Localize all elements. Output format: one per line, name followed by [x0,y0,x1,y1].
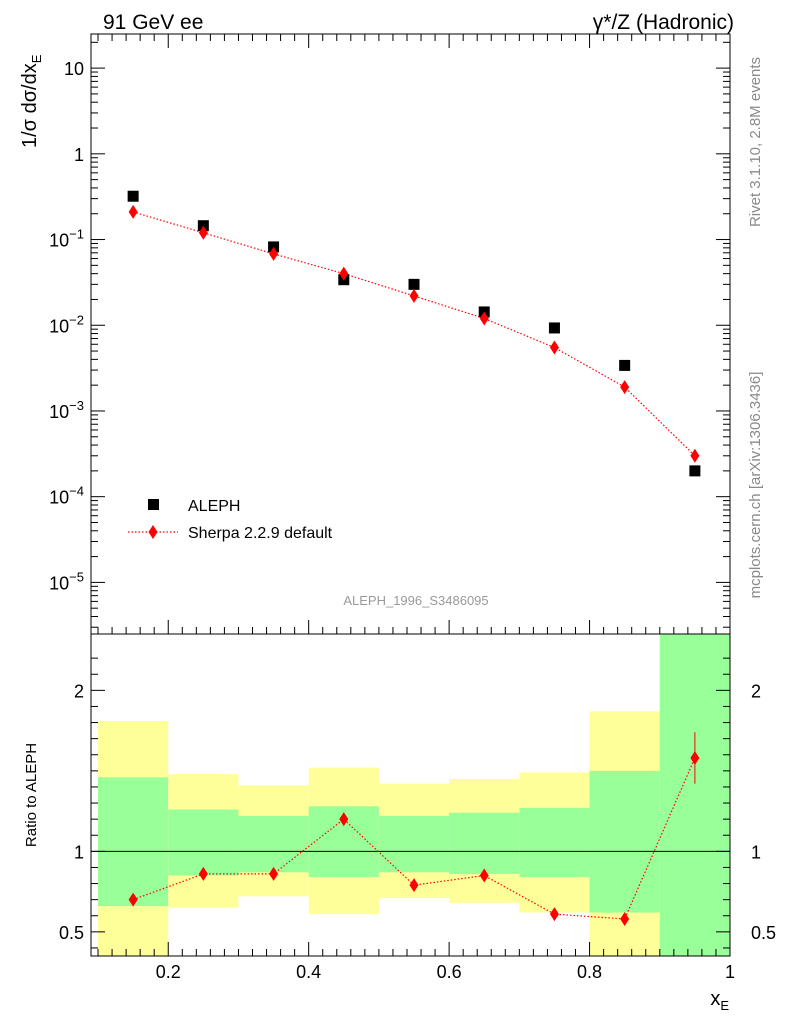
main-markers [127,190,701,477]
mcplots-label: mcplots.cern.ch [arXiv:1306.3436] [747,372,764,599]
main-panel: 10 1 10−1 10−2 10−3 10−4 10−5 ALEPH_1996_S3486… [19,33,731,635]
ratio-y-tick-label: 0.5 [59,923,84,943]
legend-sherpa-marker [148,525,158,539]
y-tick-label: 1 [74,145,84,165]
ratio-frame [90,633,731,957]
sherpa-point [339,266,349,281]
ratio-sherpa-point [339,812,349,827]
x-tick-label: 0.2 [156,962,181,982]
rivet-version-label: Rivet 3.1.10, 2.8M events [747,57,764,227]
main-frame [90,33,731,635]
aleph-point [548,322,560,334]
sherpa-point [409,288,419,303]
sherpa-point [269,246,279,261]
main-y-axis-title: 1/σ dσ/dxE [19,54,44,148]
y-tick-label: 10−3 [49,398,84,422]
main-sherpa-line [132,211,696,457]
sherpa-point [479,311,489,326]
header-left-label: 91 GeV ee [103,11,203,34]
aleph-point [127,190,139,202]
ratio-sherpa-point [549,907,559,922]
aleph-point [619,359,631,371]
x-tick-label: 0.4 [296,962,321,982]
x-tick-label: 1 [725,962,735,982]
main-sherpa-line-path [132,211,696,457]
ratio-sherpa-point [269,866,279,881]
aleph-point [408,278,420,290]
ratio-sherpa-point [409,878,419,893]
legend-aleph-label: ALEPH [188,498,240,515]
aleph-point [689,465,701,477]
sherpa-point [198,225,208,240]
ratio-band-inner [168,809,239,876]
ratio-uncertainty-bands [98,634,730,956]
ratio-y-axis-title: Ratio to ALEPH [23,743,40,847]
sherpa-point [690,448,700,463]
ratio-y-tick-label-right: 0.5 [751,923,776,943]
ratio-sherpa-point [128,892,138,907]
ratio-y-tick-label-right: 2 [751,681,761,701]
ratio-sherpa-point [198,866,208,881]
ratio-sherpa-point [620,911,630,926]
ratio-band-inner [449,812,520,874]
aleph-point [197,220,209,232]
legend-sherpa-label: Sherpa 2.2.9 default [188,525,333,542]
main-axis-ticks: 10 1 10−1 10−2 10−3 10−4 10−5 [49,34,730,634]
ratio-markers [128,732,700,926]
ratio-sherpa-point [479,868,489,883]
ratio-band-inner [98,777,169,907]
y-tick-label: 10−4 [49,484,84,508]
legend-aleph-marker [148,499,159,510]
analysis-id-label: ALEPH_1996_S3486095 [343,593,488,608]
y-tick-label: 10−1 [49,227,84,251]
ratio-y-tick-label: 2 [74,681,84,701]
sherpa-point [620,380,630,395]
ratio-band-inner [589,770,660,913]
ratio-band-inner [378,815,450,873]
y-tick-label: 10 [64,59,84,79]
y-tick-label: 10−5 [49,569,84,593]
x-tick-label: 0.6 [437,962,462,982]
ratio-sherpa-point [690,750,700,765]
x-axis-title: xE [710,988,729,1013]
header-right-label: γ*/Z (Hadronic) [593,11,734,34]
ratio-y-tick-label: 1 [74,842,84,862]
ratio-panel: 0.5 0.5 1 1 2 2 0.2 0.4 0.6 0.8 1 Ratio to ALEPH x… [23,633,776,1013]
legend: ALEPH Sherpa 2.2.9 default [128,498,333,542]
ratio-axis-ticks: 0.5 0.5 1 1 2 2 0.2 0.4 0.6 0.8 1 [59,657,776,982]
sherpa-point [549,340,559,355]
ratio-band-inner [238,815,309,873]
ratio-band-inner [659,634,730,956]
sherpa-point [128,204,138,219]
ratio-band-inner [519,807,590,878]
x-tick-label: 0.8 [577,962,602,982]
y-tick-label: 10−2 [49,312,84,336]
ratio-y-tick-label-right: 1 [751,842,761,862]
